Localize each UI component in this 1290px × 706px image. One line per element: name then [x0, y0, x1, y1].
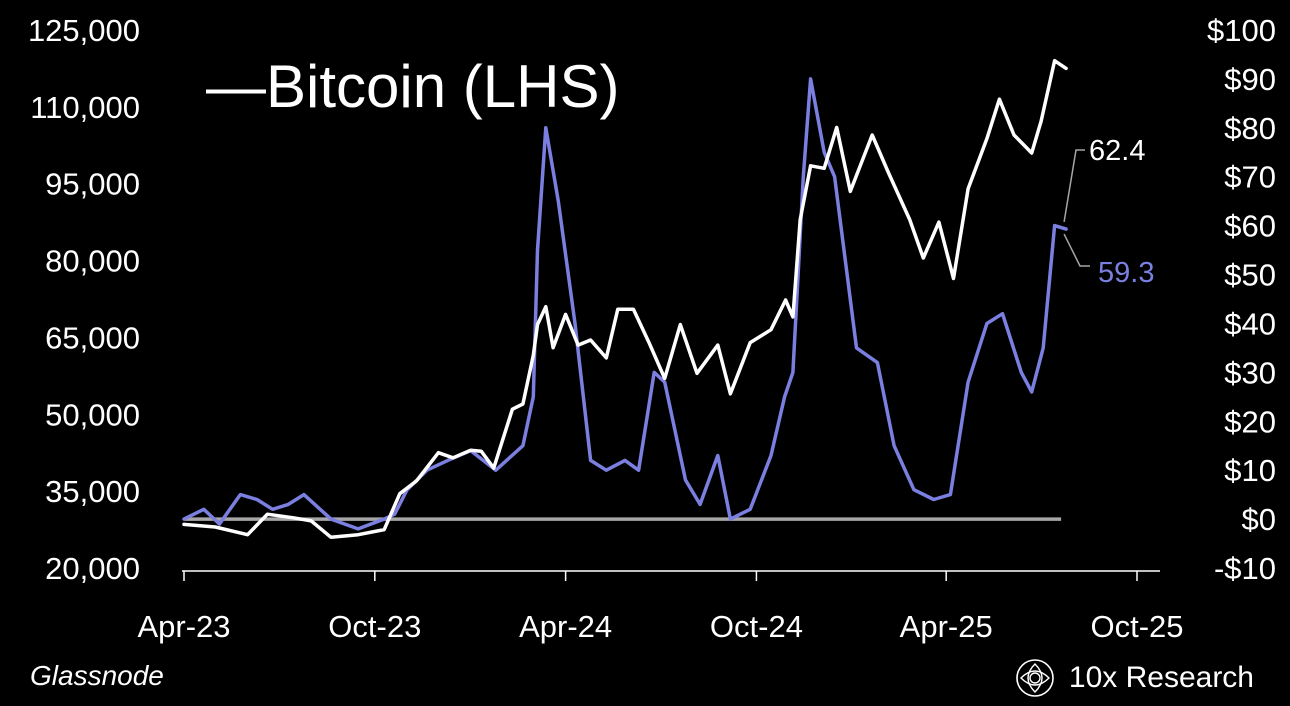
left-tick-label: 125,000 [28, 13, 140, 48]
callouts: 62.4 59.3 [1063, 135, 1154, 289]
x-tick-label: Oct-24 [710, 609, 803, 644]
left-tick-label: 80,000 [45, 244, 140, 279]
right-tick-label: -$10 [1214, 551, 1276, 586]
right-axis: $100 $90 $80 $70 $60 $50 $40 $30 $20 $10 $0 -$10 [1207, 13, 1276, 586]
right-tick-label: $80 [1224, 111, 1276, 146]
x-tick-label: Apr-24 [519, 609, 612, 644]
brand-name: 10x Research [1068, 661, 1254, 694]
callout-label: 59.3 [1098, 257, 1154, 289]
right-tick-label: $10 [1224, 453, 1276, 488]
right-tick-label: $90 [1224, 62, 1276, 97]
right-tick-label: $60 [1224, 209, 1276, 244]
left-tick-label: 35,000 [45, 474, 140, 509]
right-tick-label: $70 [1224, 160, 1276, 195]
left-axis: 125,000 110,000 95,000 80,000 65,000 50,000 35… [28, 13, 140, 586]
x-axis: Apr-23 Oct-23 Apr-24 Oct-24 Apr-25 Oct-25 [137, 570, 1184, 644]
series-group [182, 58, 1068, 540]
legend-label: —Bitcoin (LHS) [206, 53, 619, 120]
callout-leader-line [1063, 233, 1090, 267]
right-tick-label: $20 [1224, 404, 1276, 439]
right-tick-label: $50 [1224, 258, 1276, 293]
left-tick-label: 95,000 [45, 167, 140, 202]
bitcoin-series-line [182, 58, 1068, 540]
left-tick-label: 110,000 [30, 90, 140, 125]
x-tick-label: Apr-23 [137, 609, 230, 644]
right-tick-label: $0 [1242, 502, 1276, 537]
x-tick-label: Apr-25 [900, 609, 993, 644]
x-tick-label: Oct-25 [1090, 609, 1183, 644]
source-label: Glassnode [30, 660, 164, 691]
purple-series-line [182, 77, 1068, 531]
left-tick-label: 20,000 [45, 551, 140, 586]
callout-label: 62.4 [1089, 135, 1145, 167]
right-tick-label: $100 [1207, 13, 1276, 48]
left-tick-label: 65,000 [45, 320, 140, 355]
x-tick-label: Oct-23 [328, 609, 421, 644]
circular-knot-logo-icon [1016, 659, 1054, 697]
left-tick-label: 50,000 [45, 397, 140, 432]
right-tick-label: $30 [1224, 355, 1276, 390]
brand: 10x Research [1015, 658, 1254, 698]
right-tick-label: $40 [1224, 306, 1276, 341]
callout-leader-line [1063, 149, 1085, 223]
